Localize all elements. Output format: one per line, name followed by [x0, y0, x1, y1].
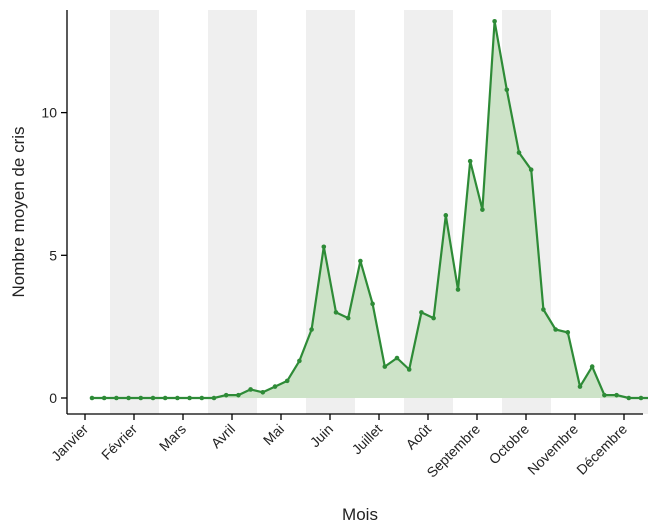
- data-point: [443, 213, 449, 218]
- x-tick-label: Décembre: [573, 421, 630, 478]
- data-point: [236, 392, 241, 398]
- data-point: [565, 330, 571, 335]
- y-tick-label: 0: [49, 390, 57, 406]
- x-tick-label: Novembre: [524, 421, 581, 478]
- data-point: [589, 364, 595, 369]
- data-point: [516, 150, 522, 155]
- area-layer: [92, 20, 648, 400]
- data-point: [614, 392, 619, 398]
- data-point: [455, 287, 461, 292]
- y-axis-title: Nombre moyen de cris: [9, 126, 28, 297]
- data-point: [480, 207, 485, 212]
- data-point: [406, 367, 412, 372]
- data-point: [284, 378, 290, 384]
- x-tick-label: Février: [98, 421, 140, 463]
- data-point: [309, 327, 314, 332]
- data-point: [382, 364, 388, 369]
- data-point: [528, 167, 534, 172]
- data-point: [333, 310, 339, 315]
- data-point: [138, 395, 144, 401]
- x-ticks: Janvier Février Mars Avril Mai Juin Juillet Aoû…: [48, 414, 630, 481]
- data-point: [504, 87, 510, 93]
- data-point: [114, 395, 119, 401]
- x-tick-label: Juillet: [348, 421, 385, 458]
- month-band: [208, 10, 257, 414]
- y-tick-label: 5: [49, 247, 57, 263]
- data-point: [297, 358, 302, 364]
- data-point: [602, 392, 607, 398]
- data-point: [553, 327, 558, 332]
- data-point: [358, 258, 363, 264]
- y-ticks: 0 5 10: [41, 105, 67, 406]
- data-point: [492, 18, 497, 24]
- series-area: [92, 21, 648, 398]
- data-point: [89, 395, 95, 401]
- x-tick-label: Juin: [307, 421, 336, 450]
- month-band: [600, 10, 648, 414]
- data-point: [626, 395, 632, 401]
- x-tick-label: Octobre: [486, 421, 533, 468]
- data-point: [321, 244, 327, 250]
- data-point: [211, 395, 217, 401]
- data-point: [175, 395, 180, 401]
- data-point: [126, 395, 131, 401]
- data-point: [199, 395, 205, 401]
- month-band: [110, 10, 159, 414]
- x-tick-label: Avril: [208, 421, 238, 451]
- data-point: [260, 389, 266, 395]
- data-point: [272, 384, 278, 389]
- x-tick-label: Mars: [156, 421, 189, 454]
- data-point: [370, 301, 375, 307]
- x-tick-label: Mai: [260, 421, 287, 448]
- data-point: [467, 158, 473, 164]
- data-point: [101, 395, 107, 401]
- data-point: [150, 395, 156, 401]
- data-point: [541, 307, 546, 312]
- data-point: [419, 310, 424, 315]
- data-point: [577, 384, 583, 389]
- x-tick-label: Août: [402, 421, 434, 453]
- data-point: [223, 392, 229, 398]
- y-tick-label: 10: [41, 105, 57, 121]
- data-points: [89, 18, 644, 401]
- x-axis-title: Mois: [342, 505, 378, 524]
- data-point: [248, 387, 253, 392]
- data-point: [431, 315, 436, 321]
- data-point: [638, 395, 644, 401]
- data-point: [187, 395, 192, 401]
- data-point: [394, 355, 400, 361]
- x-tick-label: Septembre: [423, 421, 483, 481]
- data-point: [162, 395, 168, 401]
- x-tick-label: Janvier: [48, 421, 91, 464]
- data-point: [345, 315, 351, 321]
